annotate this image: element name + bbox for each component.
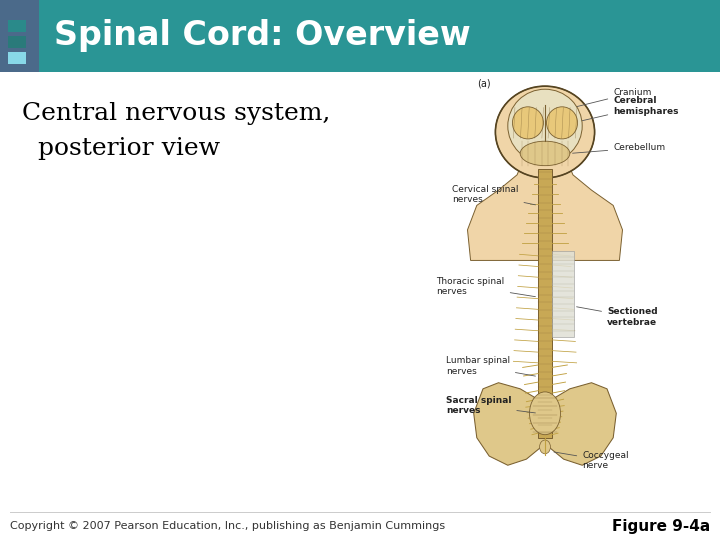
Ellipse shape [546,107,577,139]
Bar [538,168,552,438]
Bar [0,0,39,72]
Text: Cranium: Cranium [575,89,652,107]
Ellipse shape [539,440,550,454]
Bar [8,36,26,48]
Bar [552,251,574,337]
Bar [8,20,26,32]
Text: Spinal Cord: Overview: Spinal Cord: Overview [54,19,471,52]
Text: (a): (a) [477,78,490,88]
Polygon shape [467,159,623,260]
Text: Sacral spinal
nerves: Sacral spinal nerves [446,396,536,415]
Polygon shape [474,383,616,465]
Ellipse shape [521,141,570,166]
Ellipse shape [513,107,544,139]
Ellipse shape [508,89,582,163]
Text: Central nervous system,: Central nervous system, [22,102,330,125]
Bar [39,0,720,72]
Text: Lumbar spinal
nerves: Lumbar spinal nerves [446,356,536,376]
Ellipse shape [529,392,560,435]
Text: Coccygeal
nerve: Coccygeal nerve [554,451,629,470]
Ellipse shape [495,86,595,178]
Text: Copyright © 2007 Pearson Education, Inc., publishing as Benjamin Cummings: Copyright © 2007 Pearson Education, Inc.… [10,521,445,531]
Text: Sectioned
vertebrae: Sectioned vertebrae [577,307,657,327]
Text: posterior view: posterior view [22,137,220,160]
Text: Cerebral
hemisphares: Cerebral hemisphares [575,96,679,122]
Text: Thoracic spinal
nerves: Thoracic spinal nerves [436,276,536,296]
Text: Cerebellum: Cerebellum [572,144,665,153]
Text: Cervical spinal
nerves: Cervical spinal nerves [452,185,536,205]
Text: Figure 9-4a: Figure 9-4a [612,518,710,534]
Bar [8,52,26,64]
